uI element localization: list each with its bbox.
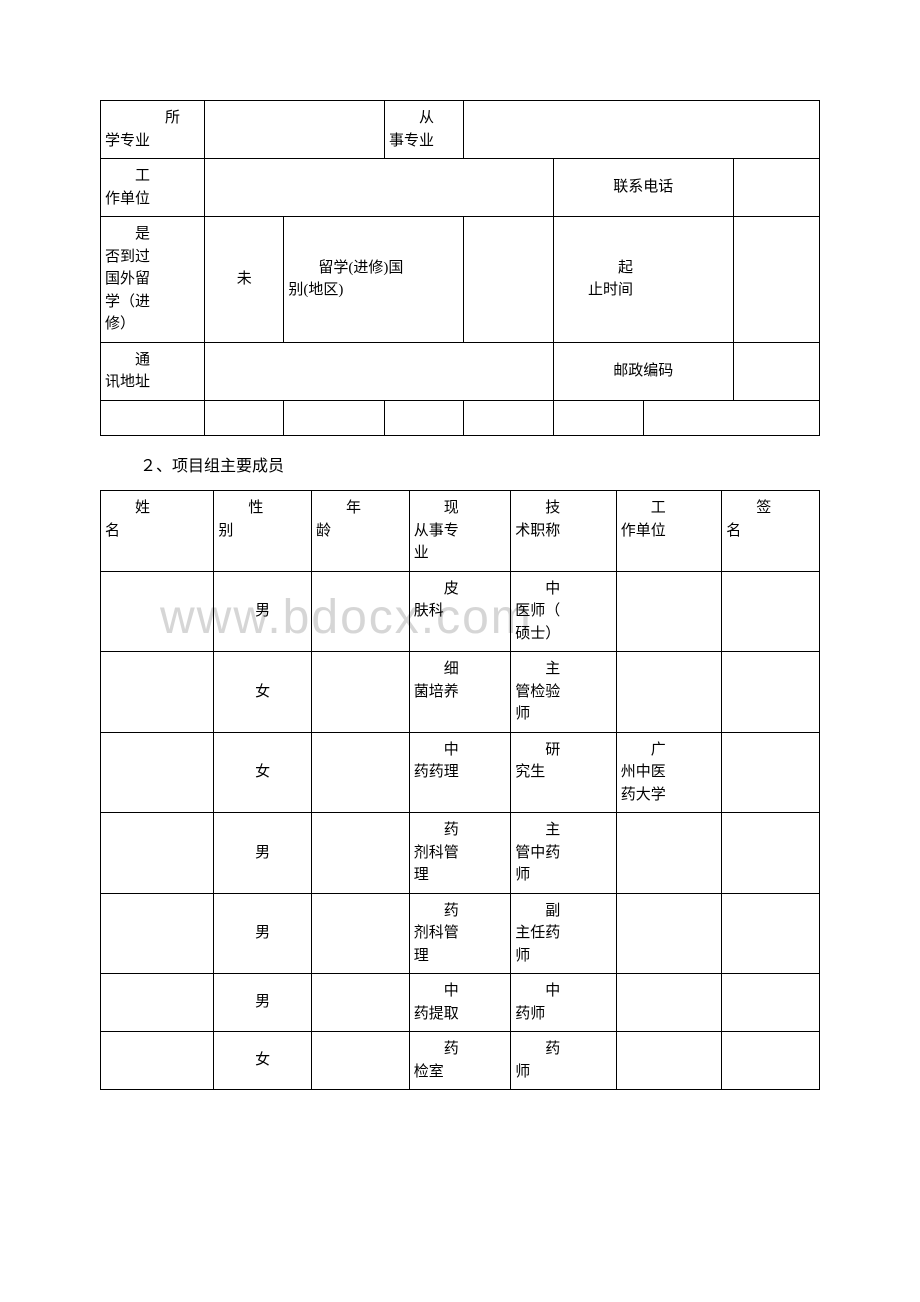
value-phone [733,159,819,217]
label-phone: 联系电话 [553,159,733,217]
cell-age [312,732,410,813]
label-major-engaged: 从事专业 [384,101,463,159]
header-title: 技术职称 [511,491,617,572]
cell-unit [616,652,722,733]
table-row: 男 药剂科管理 主管中药师 [101,813,820,894]
table-row: 女 中药药理 研究生 广州中医药大学 [101,732,820,813]
cell-sign [722,652,820,733]
cell-gender: 女 [214,1032,312,1090]
cell-major: 药剂科管理 [409,813,511,894]
cell-name [101,732,214,813]
value-major-engaged [464,101,820,159]
cell-sign [722,974,820,1032]
cell-sign [722,813,820,894]
cell-title: 中医师（硕士） [511,571,617,652]
cell-major: 药剂科管理 [409,893,511,974]
cell-unit [616,1032,722,1090]
cell-title: 主管中药师 [511,813,617,894]
cell-age [312,813,410,894]
cell-name [101,571,214,652]
empty-cell [101,400,205,436]
value-abroad-time [733,217,819,343]
cell-age [312,893,410,974]
cell-sign [722,571,820,652]
cell-age [312,652,410,733]
cell-unit: 广州中医药大学 [616,732,722,813]
cell-name [101,652,214,733]
table-row: 男 皮肤科 中医师（硕士） [101,571,820,652]
header-major: 现从事专业 [409,491,511,572]
applicant-info-table: 所学专业 从事专业 工作单位 联系电话 是否到过国外留学（进修） 未 留学(进修… [100,100,820,436]
cell-title: 主管检验师 [511,652,617,733]
members-table: 姓名 性别 年龄 现从事专业 技术职称 工作单位 签名 男 皮肤科 中医师（硕士… [100,490,820,1090]
cell-title: 副主任药师 [511,893,617,974]
label-abroad-country: 留学(进修)国别(地区) [284,217,464,343]
value-address [205,342,554,400]
table-row: 男 中药提取 中药师 [101,974,820,1032]
cell-unit [616,893,722,974]
cell-gender: 男 [214,571,312,652]
cell-gender: 男 [214,893,312,974]
cell-major: 皮肤科 [409,571,511,652]
cell-unit [616,571,722,652]
cell-unit [616,974,722,1032]
value-abroad-country [464,217,554,343]
cell-title: 中药师 [511,974,617,1032]
empty-cell [464,400,554,436]
empty-cell [553,400,643,436]
cell-sign [722,893,820,974]
cell-age [312,571,410,652]
table-row: 男 药剂科管理 副主任药师 [101,893,820,974]
cell-major: 中药药理 [409,732,511,813]
header-unit: 工作单位 [616,491,722,572]
cell-gender: 女 [214,652,312,733]
table-header-row: 姓名 性别 年龄 现从事专业 技术职称 工作单位 签名 [101,491,820,572]
value-abroad: 未 [205,217,284,343]
cell-gender: 男 [214,813,312,894]
cell-name [101,1032,214,1090]
cell-name [101,974,214,1032]
header-sign: 签名 [722,491,820,572]
value-major-studied [205,101,385,159]
cell-major: 中药提取 [409,974,511,1032]
cell-age [312,974,410,1032]
cell-sign [722,1032,820,1090]
table-row: 女 药检室 药师 [101,1032,820,1090]
label-postcode: 邮政编码 [553,342,733,400]
empty-cell [205,400,284,436]
header-name: 姓名 [101,491,214,572]
header-age: 年龄 [312,491,410,572]
empty-cell [284,400,385,436]
cell-gender: 男 [214,974,312,1032]
value-work-unit [205,159,554,217]
label-major-studied: 所学专业 [101,101,205,159]
cell-major: 药检室 [409,1032,511,1090]
cell-title: 药师 [511,1032,617,1090]
label-abroad: 是否到过国外留学（进修） [101,217,205,343]
cell-sign [722,732,820,813]
cell-name [101,893,214,974]
label-address: 通讯地址 [101,342,205,400]
cell-title: 研究生 [511,732,617,813]
table-row: 女 细菌培养 主管检验师 [101,652,820,733]
cell-major: 细菌培养 [409,652,511,733]
cell-age [312,1032,410,1090]
cell-name [101,813,214,894]
header-gender: 性别 [214,491,312,572]
label-work-unit: 工作单位 [101,159,205,217]
empty-cell [384,400,463,436]
section-title-members: ２、项目组主要成员 [140,452,820,476]
cell-unit [616,813,722,894]
value-postcode [733,342,819,400]
empty-cell [643,400,819,436]
label-abroad-time: 起 止时间 [553,217,733,343]
cell-gender: 女 [214,732,312,813]
